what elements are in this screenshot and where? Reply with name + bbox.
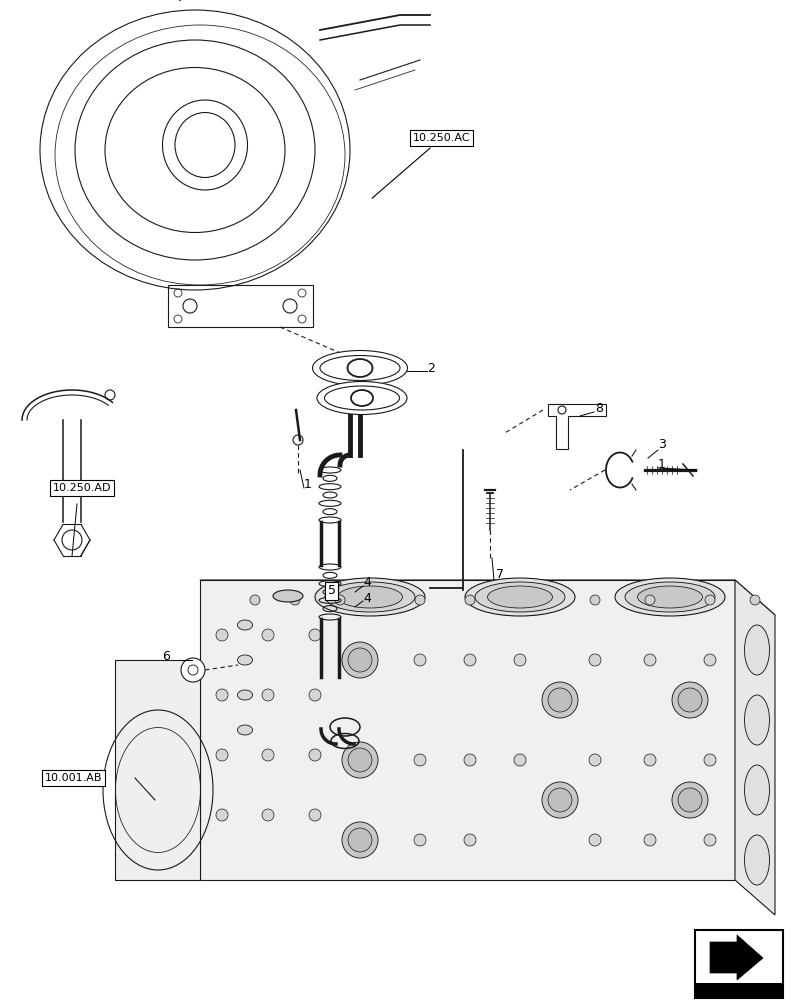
Circle shape <box>216 749 228 761</box>
Ellipse shape <box>744 695 769 745</box>
Circle shape <box>463 834 475 846</box>
Circle shape <box>341 742 378 778</box>
Circle shape <box>513 654 526 666</box>
Text: 4: 4 <box>363 576 371 589</box>
Bar <box>168 285 312 327</box>
Text: 8: 8 <box>594 401 603 414</box>
Circle shape <box>703 654 715 666</box>
Circle shape <box>588 834 600 846</box>
Polygon shape <box>709 935 762 980</box>
Text: 7: 7 <box>496 568 504 582</box>
Text: 10.250.AC: 10.250.AC <box>371 133 470 198</box>
Bar <box>694 983 782 998</box>
Text: 1: 1 <box>657 458 665 472</box>
Polygon shape <box>200 580 734 880</box>
Polygon shape <box>200 580 774 615</box>
Ellipse shape <box>465 578 574 616</box>
Ellipse shape <box>237 655 252 665</box>
Circle shape <box>513 754 526 766</box>
Ellipse shape <box>474 582 564 612</box>
Circle shape <box>465 595 474 605</box>
Circle shape <box>262 749 273 761</box>
Circle shape <box>216 689 228 701</box>
Circle shape <box>414 754 426 766</box>
Circle shape <box>250 595 260 605</box>
Ellipse shape <box>337 586 402 608</box>
Circle shape <box>703 754 715 766</box>
Circle shape <box>644 595 654 605</box>
Ellipse shape <box>744 625 769 675</box>
Circle shape <box>216 629 228 641</box>
Circle shape <box>335 595 345 605</box>
Circle shape <box>704 595 714 605</box>
Polygon shape <box>734 580 774 915</box>
Circle shape <box>672 782 707 818</box>
Circle shape <box>216 809 228 821</box>
Circle shape <box>348 748 371 772</box>
Circle shape <box>309 629 320 641</box>
Ellipse shape <box>624 582 714 612</box>
Ellipse shape <box>744 765 769 815</box>
Circle shape <box>262 629 273 641</box>
Circle shape <box>643 834 655 846</box>
Circle shape <box>643 654 655 666</box>
Ellipse shape <box>237 690 252 700</box>
Circle shape <box>309 689 320 701</box>
Circle shape <box>677 788 702 812</box>
Circle shape <box>414 654 426 666</box>
Circle shape <box>547 788 571 812</box>
Circle shape <box>703 834 715 846</box>
Circle shape <box>309 749 320 761</box>
Ellipse shape <box>315 578 424 616</box>
Circle shape <box>541 782 577 818</box>
Text: 3: 3 <box>657 438 665 452</box>
Ellipse shape <box>237 725 252 735</box>
Circle shape <box>588 754 600 766</box>
Circle shape <box>463 754 475 766</box>
Circle shape <box>290 595 299 605</box>
Circle shape <box>547 688 571 712</box>
Text: 10.001.AB: 10.001.AB <box>45 773 102 783</box>
Text: 10.250.AD: 10.250.AD <box>53 483 111 493</box>
Ellipse shape <box>312 351 407 385</box>
Circle shape <box>677 688 702 712</box>
Ellipse shape <box>324 582 414 612</box>
Circle shape <box>588 654 600 666</box>
Ellipse shape <box>316 381 406 414</box>
Circle shape <box>749 595 759 605</box>
Circle shape <box>341 822 378 858</box>
Circle shape <box>348 828 371 852</box>
Text: 6: 6 <box>162 650 169 662</box>
Circle shape <box>262 809 273 821</box>
Polygon shape <box>115 660 200 880</box>
Ellipse shape <box>237 620 252 630</box>
Text: 5: 5 <box>328 584 336 597</box>
Circle shape <box>181 658 204 682</box>
Circle shape <box>463 654 475 666</box>
Circle shape <box>309 809 320 821</box>
Circle shape <box>590 595 599 605</box>
Circle shape <box>341 642 378 678</box>
Circle shape <box>414 834 426 846</box>
Ellipse shape <box>487 586 551 608</box>
Circle shape <box>672 682 707 718</box>
Circle shape <box>541 682 577 718</box>
Ellipse shape <box>614 578 724 616</box>
Ellipse shape <box>744 835 769 885</box>
Circle shape <box>643 754 655 766</box>
Circle shape <box>348 648 371 672</box>
Bar <box>694 930 782 998</box>
Ellipse shape <box>272 590 303 602</box>
Text: 2: 2 <box>427 361 435 374</box>
Text: 4: 4 <box>363 591 371 604</box>
Circle shape <box>262 689 273 701</box>
Ellipse shape <box>637 586 702 608</box>
Circle shape <box>414 595 424 605</box>
Text: 1: 1 <box>303 478 311 490</box>
